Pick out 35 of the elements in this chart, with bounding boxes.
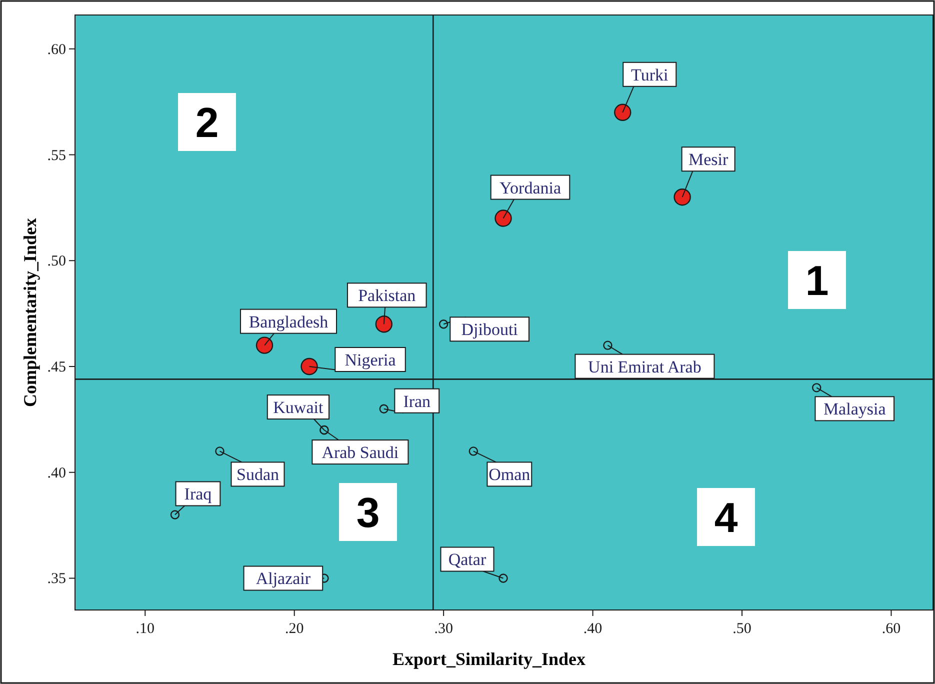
series-label: Qatar [448, 550, 486, 570]
y-tick-label: .60 [47, 42, 66, 58]
series-label: Iraq [184, 484, 212, 504]
legend-label: Uni Emirat Arab [588, 357, 702, 376]
annotation: 2 [195, 99, 219, 146]
y-tick-label: .45 [47, 359, 66, 376]
series-label: Kuwait [273, 398, 324, 418]
series-label: Iran [403, 392, 432, 411]
y-tick-label: .50 [47, 254, 66, 270]
series-label: Yordania [499, 178, 562, 198]
y-tick-label: .35 [47, 571, 66, 588]
x-tick-label: .60 [882, 621, 901, 637]
x-tick-label: .30 [434, 621, 453, 637]
series-label: Aljazair [256, 569, 311, 588]
series-label: Turki [631, 65, 668, 84]
series-label: Pakistan [358, 286, 416, 306]
y-tick-label: .40 [47, 465, 66, 482]
legend-label: Arab Saudi [322, 443, 399, 462]
y-tick-label: .55 [47, 148, 66, 164]
annotation: 3 [356, 489, 380, 536]
x-tick-label: .50 [732, 621, 752, 637]
y-axis-title: Complementarity_Index [20, 218, 40, 407]
x-tick-label: .40 [583, 621, 602, 637]
x-tick-label: .10 [136, 621, 155, 637]
series-label: Mesir [688, 150, 728, 170]
series-label: Bangladesh [248, 312, 329, 332]
legend-label: Sudan [236, 465, 280, 484]
legend-label: Malaysia [823, 400, 886, 419]
annotation: 1 [805, 257, 829, 304]
x-tick-label: .20 [284, 621, 304, 637]
x-axis-title: Export_Similarity_Index [392, 649, 586, 669]
annotation: 4 [714, 494, 738, 541]
legend-label: Djibouti [461, 320, 518, 340]
legend-label: Oman [488, 465, 531, 484]
series-label: Nigeria [344, 350, 396, 370]
